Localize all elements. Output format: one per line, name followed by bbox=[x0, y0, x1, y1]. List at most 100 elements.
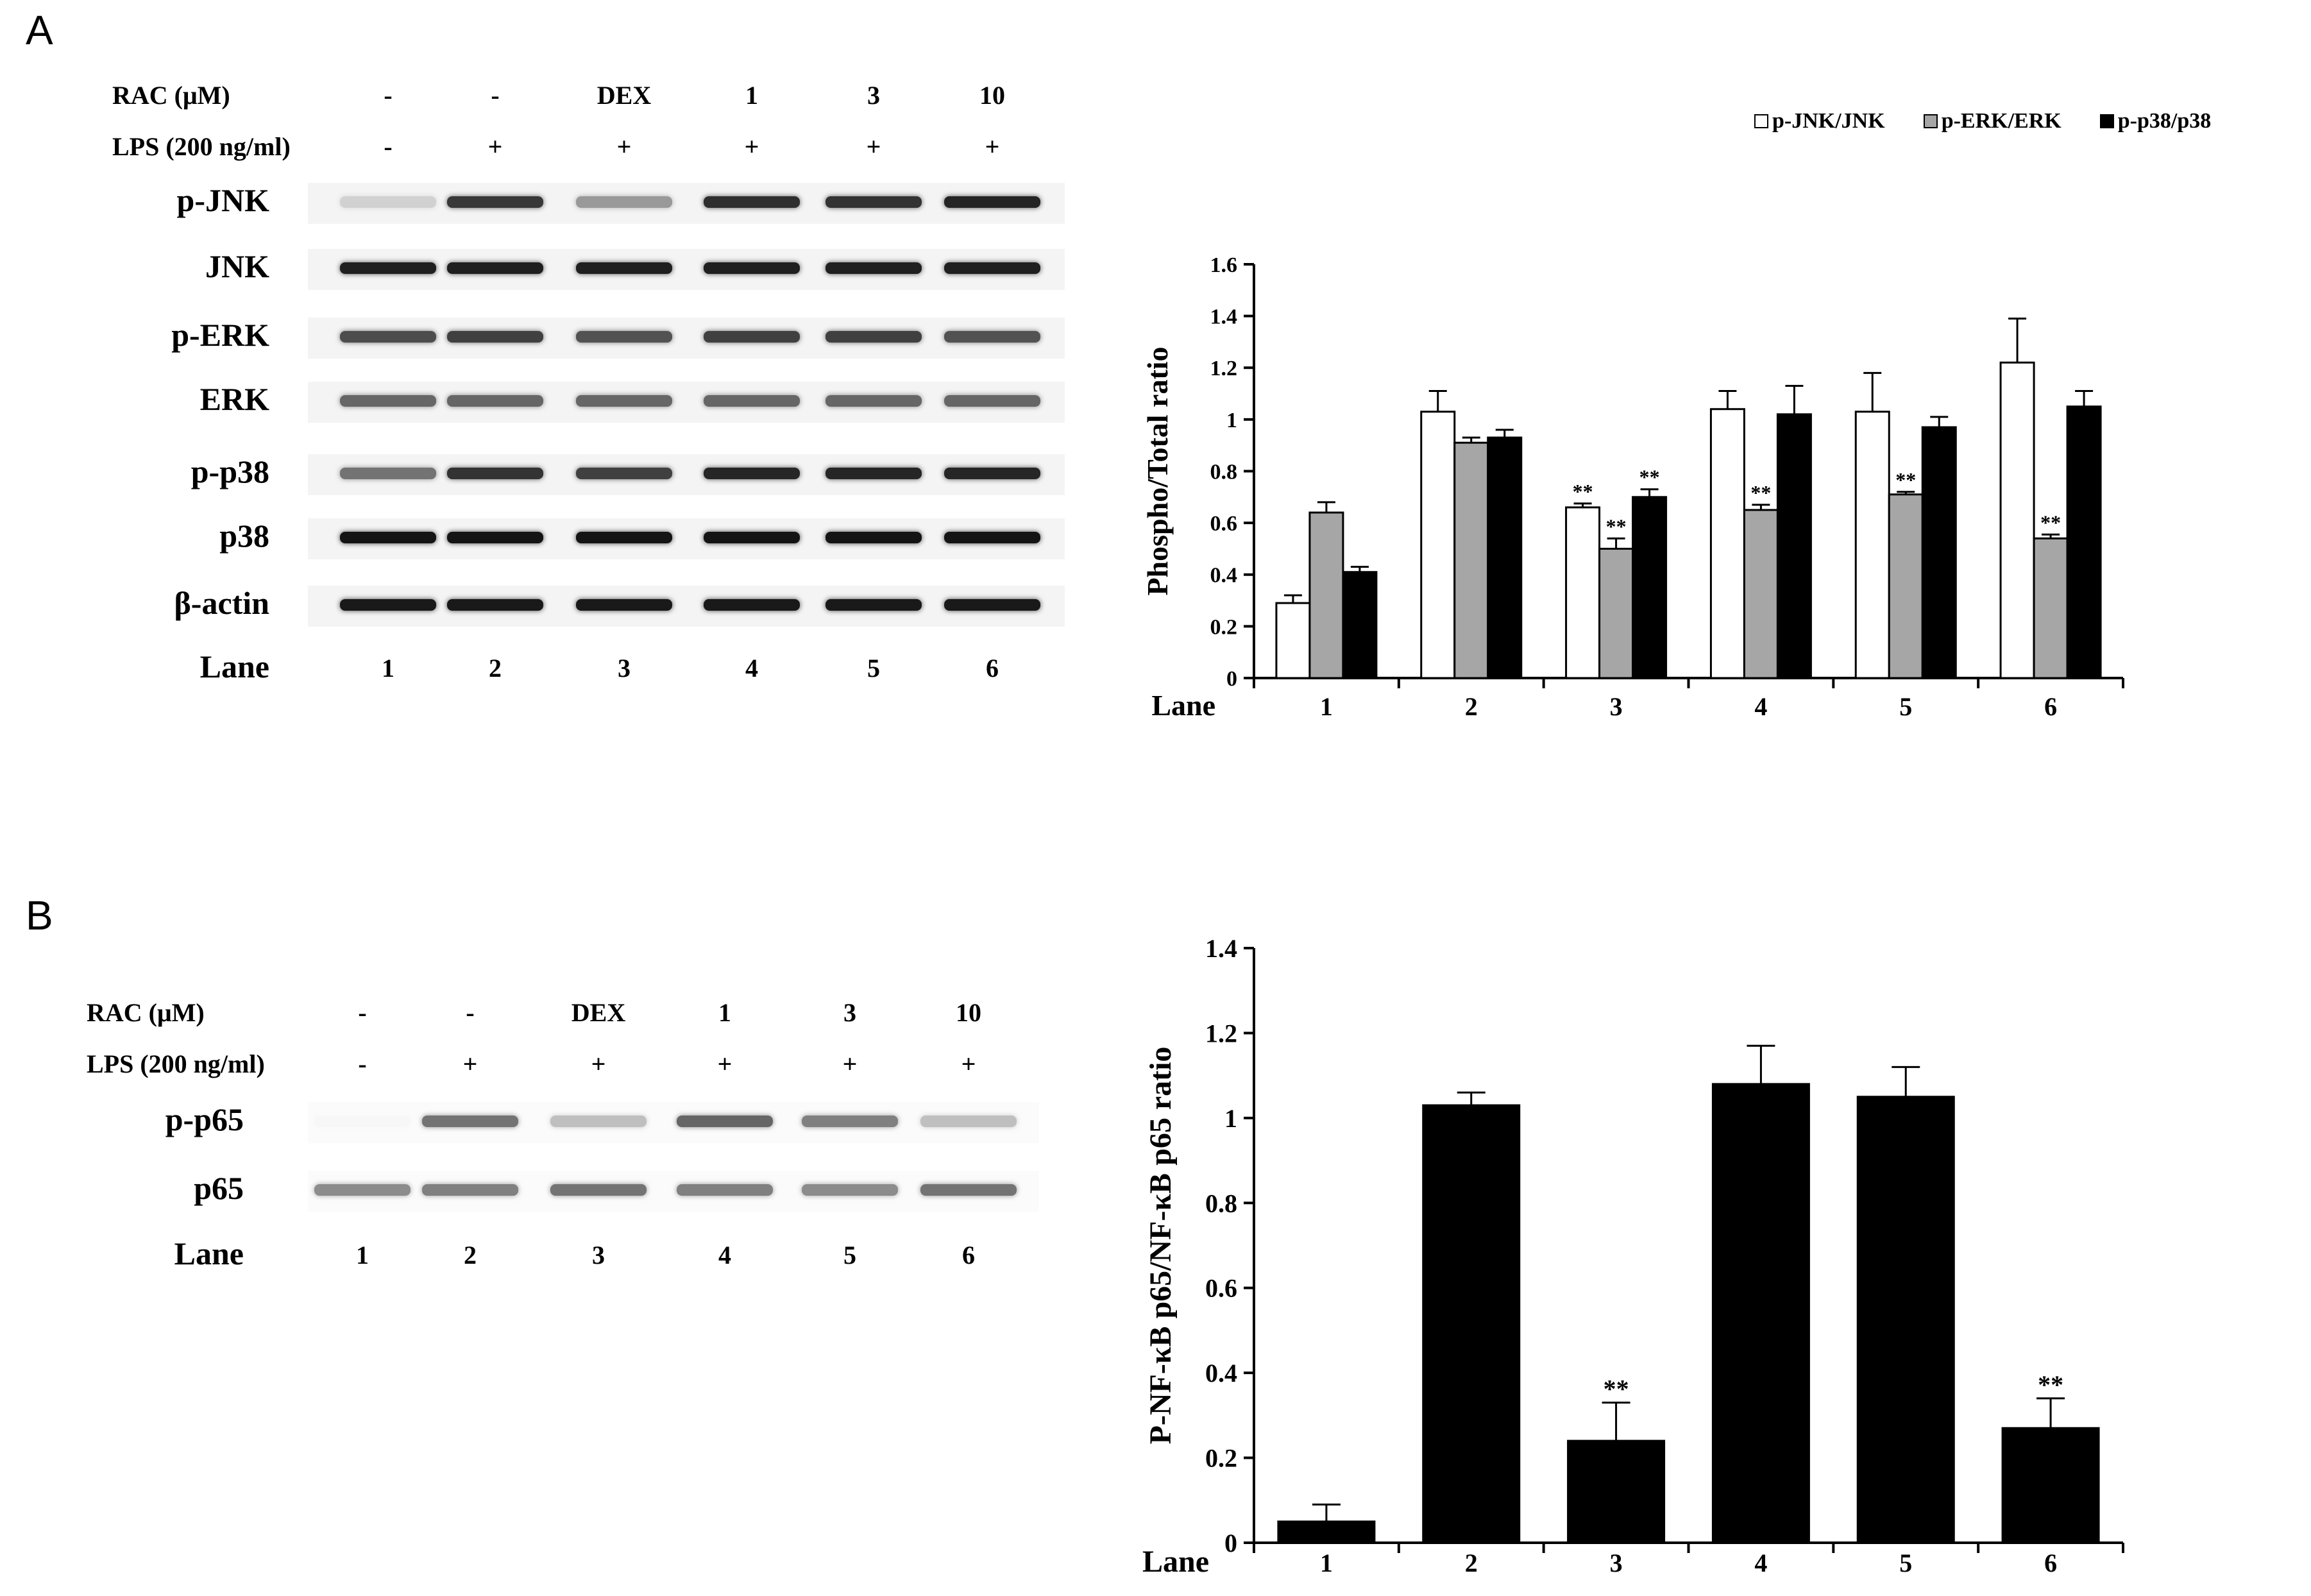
lane-number: 4 bbox=[745, 654, 758, 683]
blot-band bbox=[576, 262, 672, 274]
y-tick-label: 0 bbox=[1224, 1529, 1237, 1558]
condition-value: - bbox=[384, 132, 393, 161]
significance-marker: ** bbox=[2040, 511, 2061, 534]
y-tick-label: 0 bbox=[1226, 667, 1237, 691]
blot-band bbox=[576, 468, 672, 479]
blot-band bbox=[704, 468, 800, 479]
bar-p-erk-erk bbox=[1598, 547, 1634, 679]
blot-band bbox=[944, 331, 1040, 343]
condition-value: - bbox=[358, 998, 367, 1027]
bar-ratio bbox=[1277, 1520, 1376, 1544]
blot-row-label-erk: ERK bbox=[199, 381, 269, 417]
condition-value: - bbox=[466, 998, 475, 1027]
blot-row-label-p-erk: p-ERK bbox=[171, 317, 269, 353]
bar-p-p38-p38 bbox=[1776, 413, 1812, 679]
blot-band bbox=[704, 599, 800, 611]
lane-number: 2 bbox=[464, 1241, 477, 1269]
bar-p-p38-p38 bbox=[1487, 436, 1523, 679]
blot-band bbox=[825, 468, 922, 479]
blot-band bbox=[825, 599, 922, 611]
significance-marker: ** bbox=[1639, 466, 1660, 489]
panel-b-bar-chart: 0 0.2 0.4 0.6 0.8 1 1.2 1.4 1 2 3 4 5 6 ** ** P-NF-κB p6… bbox=[1142, 934, 2124, 1579]
bar-p-p38-p38 bbox=[1342, 571, 1378, 679]
bar-p-p38-p38 bbox=[2066, 405, 2102, 679]
legend-label-p-erk: p-ERK/ERK bbox=[1941, 109, 2061, 133]
blot-band bbox=[802, 1184, 898, 1196]
condition-value: + bbox=[591, 1049, 606, 1078]
y-tick-label: 1.2 bbox=[1210, 357, 1238, 380]
y-tick-label: 1.2 bbox=[1205, 1019, 1237, 1048]
significance-marker: ** bbox=[2038, 1370, 2063, 1399]
y-tick-label: 0.4 bbox=[1205, 1359, 1237, 1388]
significance-marker: ** bbox=[1573, 480, 1593, 503]
bar-p-p38-p38 bbox=[1921, 426, 1957, 679]
blot-band bbox=[920, 1184, 1017, 1196]
significance-marker: ** bbox=[1895, 468, 1916, 491]
blot-band bbox=[576, 196, 672, 208]
x-category-label: 4 bbox=[1754, 1549, 1767, 1577]
blot-band bbox=[422, 1116, 518, 1127]
panel-a-bar-chart: 0 0.2 0.4 0.6 0.8 1 1.2 1.4 1.6 1 2 3 4 5 6 ** ** ** ** ** *… bbox=[1141, 253, 2124, 722]
panel-b-western-blot: RAC (μM) - - DEX 1 3 10 LPS (200 ng/ml) - + + + + + p-… bbox=[0, 834, 1122, 1347]
blot-band bbox=[447, 468, 543, 479]
bar-ratio bbox=[1567, 1439, 1666, 1544]
lane-number: 5 bbox=[843, 1241, 856, 1269]
x-category-label: 4 bbox=[1754, 692, 1767, 721]
panel-a-legend: p-JNK/JNK p-ERK/ERK p-p38/p38 bbox=[1754, 109, 2211, 133]
bar-ratio bbox=[1422, 1104, 1521, 1544]
blot-band bbox=[944, 196, 1040, 208]
bar-ratio bbox=[2001, 1427, 2100, 1544]
condition-value: 1 bbox=[718, 998, 731, 1027]
blot-band bbox=[704, 262, 800, 274]
blot-band bbox=[314, 1116, 411, 1127]
y-tick-label: 1.4 bbox=[1205, 934, 1237, 963]
lane-number: 6 bbox=[986, 654, 999, 683]
x-category-label: 5 bbox=[1899, 1549, 1912, 1577]
significance-marker: ** bbox=[1606, 514, 1627, 538]
blot-band bbox=[340, 532, 436, 543]
condition-value: DEX bbox=[597, 81, 652, 110]
condition-value: + bbox=[717, 1049, 732, 1078]
y-tick-label: 0.4 bbox=[1210, 564, 1238, 588]
lane-number: 1 bbox=[356, 1241, 369, 1269]
blot-band bbox=[944, 532, 1040, 543]
blot-row-label-p-p65: p-p65 bbox=[165, 1101, 244, 1137]
blot-band bbox=[802, 1116, 898, 1127]
bar-p-jnk-jnk bbox=[1565, 506, 1601, 679]
condition-label-rac-m: RAC (μM) bbox=[87, 998, 205, 1027]
y-tick-label: 0.6 bbox=[1210, 512, 1238, 536]
condition-value: + bbox=[985, 132, 1000, 161]
condition-value: + bbox=[866, 132, 881, 161]
blot-band bbox=[944, 599, 1040, 611]
blot-band bbox=[677, 1184, 773, 1196]
y-tick-label: 0.8 bbox=[1210, 460, 1238, 484]
lane-number: 3 bbox=[592, 1241, 605, 1269]
condition-value: + bbox=[462, 1049, 478, 1078]
blot-band bbox=[825, 331, 922, 343]
blot-band bbox=[704, 532, 800, 543]
condition-value: 3 bbox=[867, 81, 880, 110]
condition-label-rac-m: RAC (μM) bbox=[112, 81, 230, 110]
condition-value: - bbox=[491, 81, 500, 110]
blot-band bbox=[340, 599, 436, 611]
x-category-label: 6 bbox=[2044, 1549, 2057, 1577]
y-tick-label: 0.6 bbox=[1205, 1274, 1237, 1303]
blot-band bbox=[340, 262, 436, 274]
x-category-label: 3 bbox=[1610, 1549, 1623, 1577]
condition-value: 1 bbox=[745, 81, 758, 110]
blot-band bbox=[340, 331, 436, 343]
blot-row-label-p65: p65 bbox=[194, 1170, 244, 1206]
blot-band bbox=[825, 196, 922, 208]
condition-value: 10 bbox=[979, 81, 1005, 110]
blot-band bbox=[447, 331, 543, 343]
blot-band bbox=[340, 395, 436, 407]
blot-band bbox=[944, 395, 1040, 407]
blot-band bbox=[447, 395, 543, 407]
bar-p-erk-erk bbox=[1743, 509, 1779, 679]
legend-item-p-erk: p-ERK/ERK bbox=[1923, 109, 2061, 133]
blot-band bbox=[447, 196, 543, 208]
x-axis-title: Lane bbox=[1142, 1545, 1209, 1579]
y-axis-title: P-NF-κB p65/NF-κB p65 ratio bbox=[1144, 1047, 1178, 1445]
blot-row-label-p-jnk: p-JNK bbox=[176, 182, 269, 218]
blot-band bbox=[340, 196, 436, 208]
